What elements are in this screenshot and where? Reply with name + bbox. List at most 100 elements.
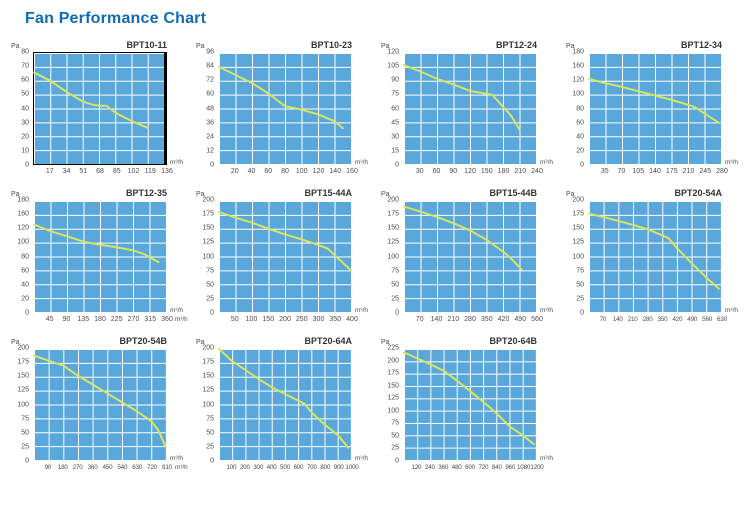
x-tick-label: 240 bbox=[531, 168, 543, 175]
y-tick-label: 180 bbox=[17, 196, 29, 204]
performance-curve bbox=[404, 352, 534, 444]
y-tick-label: 125 bbox=[387, 238, 399, 246]
performance-curve bbox=[219, 212, 351, 270]
y-tick-label: 150 bbox=[387, 224, 399, 232]
y-tick-label: 70 bbox=[21, 62, 29, 70]
y-tick-label: 100 bbox=[202, 253, 214, 260]
y-tick-label: 30 bbox=[21, 119, 29, 127]
x-axis-unit-label: m³/h bbox=[170, 307, 183, 314]
x-tick-label: 720 bbox=[147, 464, 158, 471]
y-axis-tick-labels: 120 105 90 75 60 45 30 15 0 bbox=[381, 49, 403, 169]
x-tick-label: 270 bbox=[127, 316, 140, 323]
x-axis-tick-labels: 45 90 135 180 225 270 315 360 m³/h bbox=[33, 313, 188, 326]
y-tick-label: 0 bbox=[395, 457, 399, 465]
x-tick-label: 360 bbox=[87, 464, 98, 471]
chart-body: 120 105 90 75 60 45 30 15 0 m³/h 30 60 90 120 150 180… bbox=[381, 49, 561, 176]
curve-svg bbox=[219, 349, 351, 460]
y-tick-label: 175 bbox=[202, 358, 214, 366]
curve-svg bbox=[404, 53, 536, 164]
y-tick-label: 200 bbox=[572, 196, 584, 204]
x-tick-label: 400 bbox=[346, 316, 358, 323]
page-title: Fan Performance Chart bbox=[25, 10, 207, 27]
x-tick-label: 400 bbox=[266, 464, 277, 471]
x-tick-label: 136 bbox=[161, 168, 173, 175]
plot-wrapper: m³/h 100 200 300 400 500 600 700 800 900 1000 bbox=[218, 348, 368, 471]
x-tick-label: 45 bbox=[45, 316, 54, 323]
chart-header: Pa BPT12-24 bbox=[381, 37, 561, 50]
performance-curve bbox=[404, 207, 522, 270]
y-tick-label: 75 bbox=[391, 90, 399, 98]
x-tick-label: 250 bbox=[295, 316, 308, 323]
x-tick-label: 1080 bbox=[516, 464, 531, 471]
x-tick-label: 30 bbox=[415, 168, 424, 175]
y-axis-tick-labels: 96 84 72 60 48 36 24 12 0 bbox=[196, 48, 218, 169]
x-tick-label: 700 bbox=[306, 464, 317, 471]
x-axis-tick-labels: 100 200 300 400 500 600 700 800 900 1000 bbox=[218, 461, 358, 474]
x-tick-label: 600 bbox=[293, 464, 304, 471]
y-tick-label: 0 bbox=[210, 309, 214, 317]
y-tick-label: 200 bbox=[17, 344, 29, 352]
y-tick-label: 25 bbox=[21, 443, 29, 451]
performance-curve bbox=[589, 214, 719, 289]
fan-performance-chart: Pa BPT20-54B 200 175 150 125 100 75 50 25 0 m³/h… bbox=[11, 333, 191, 471]
x-tick-label: 240 bbox=[424, 464, 435, 471]
performance-curve bbox=[404, 65, 520, 130]
x-tick-label: 540 bbox=[117, 464, 128, 471]
x-axis-tick-labels: 70 140 210 280 350 420 490 560 630 bbox=[588, 313, 728, 326]
y-tick-label: 45 bbox=[391, 119, 399, 127]
chart-header: Pa BPT20-54A bbox=[566, 185, 746, 198]
x-tick-label: 490 bbox=[514, 316, 527, 323]
plot-wrapper: m³/h 120 240 360 480 600 720 840 960 1080 1200 bbox=[403, 348, 553, 471]
y-tick-label: 100 bbox=[17, 401, 29, 408]
x-axis-unit-label: m³/h bbox=[355, 307, 368, 314]
y-tick-label: 60 bbox=[21, 76, 29, 84]
y-tick-label: 150 bbox=[572, 224, 584, 232]
y-tick-label: 60 bbox=[576, 119, 584, 127]
curve-svg bbox=[404, 201, 536, 312]
x-tick-label: 120 bbox=[312, 168, 325, 175]
fan-performance-chart: Pa BPT20-64A 200 175 150 125 100 75 50 25 0 m³/h… bbox=[196, 333, 376, 471]
x-tick-label: 480 bbox=[451, 464, 462, 471]
chart-title: BPT12-34 bbox=[680, 40, 722, 50]
chart-header: Pa BPT12-34 bbox=[566, 37, 746, 50]
chart-title: BPT10-23 bbox=[310, 40, 352, 50]
x-tick-label: 60 bbox=[264, 168, 273, 175]
y-tick-label: 125 bbox=[572, 238, 584, 246]
chart-body: 200 175 150 125 100 75 50 25 0 m³/h 70 140 210 280 3… bbox=[381, 197, 561, 324]
fan-performance-chart: Pa BPT12-24 120 105 90 75 60 45 30 15 0 m³/h 30 6… bbox=[381, 37, 561, 176]
y-axis-tick-labels: 180 160 120 100 80 60 40 20 0 bbox=[11, 196, 33, 317]
x-tick-label: 35 bbox=[600, 168, 609, 175]
x-tick-label: 70 bbox=[415, 316, 424, 323]
y-tick-label: 175 bbox=[202, 210, 214, 218]
chart-header: Pa BPT20-64A bbox=[196, 333, 376, 346]
chart-title: BPT20-64B bbox=[489, 336, 537, 346]
y-tick-label: 25 bbox=[391, 295, 399, 303]
y-tick-label: 96 bbox=[206, 48, 214, 56]
plot-area bbox=[33, 348, 167, 461]
y-tick-label: 40 bbox=[21, 281, 29, 289]
y-tick-label: 25 bbox=[206, 295, 214, 303]
y-tick-label: 50 bbox=[391, 432, 399, 440]
x-tick-label: 120 bbox=[464, 168, 476, 175]
chart-body: 200 175 150 125 100 75 50 25 0 m³/h 70 140 210 280 3… bbox=[566, 196, 746, 324]
x-tick-label: 40 bbox=[247, 168, 256, 175]
y-tick-label: 175 bbox=[17, 358, 29, 366]
x-tick-label: 500 bbox=[280, 464, 290, 471]
x-axis-unit-label: m³/h bbox=[170, 159, 183, 166]
x-tick-label: 300 bbox=[253, 464, 264, 471]
y-tick-label: 200 bbox=[202, 344, 214, 352]
y-tick-label: 125 bbox=[202, 386, 214, 394]
y-tick-label: 200 bbox=[387, 357, 399, 365]
y-tick-label: 0 bbox=[210, 161, 214, 169]
plot-area bbox=[588, 52, 722, 165]
y-tick-label: 80 bbox=[21, 48, 29, 56]
x-axis-tick-labels: 17 34 51 68 85 102 119 136 bbox=[33, 165, 173, 178]
x-tick-label: 840 bbox=[491, 464, 502, 471]
y-axis-tick-labels: 200 175 150 125 100 75 50 25 0 bbox=[381, 197, 403, 317]
x-tick-label: 280 bbox=[642, 316, 653, 323]
x-axis-unit-label: m³/h bbox=[355, 455, 368, 462]
x-tick-label: 100 bbox=[295, 168, 308, 175]
y-tick-label: 75 bbox=[391, 267, 399, 275]
x-axis-tick-labels: 90 180 270 360 450 540 630 720 810 m³/h bbox=[33, 461, 188, 474]
chart-title: BPT12-35 bbox=[125, 188, 167, 198]
